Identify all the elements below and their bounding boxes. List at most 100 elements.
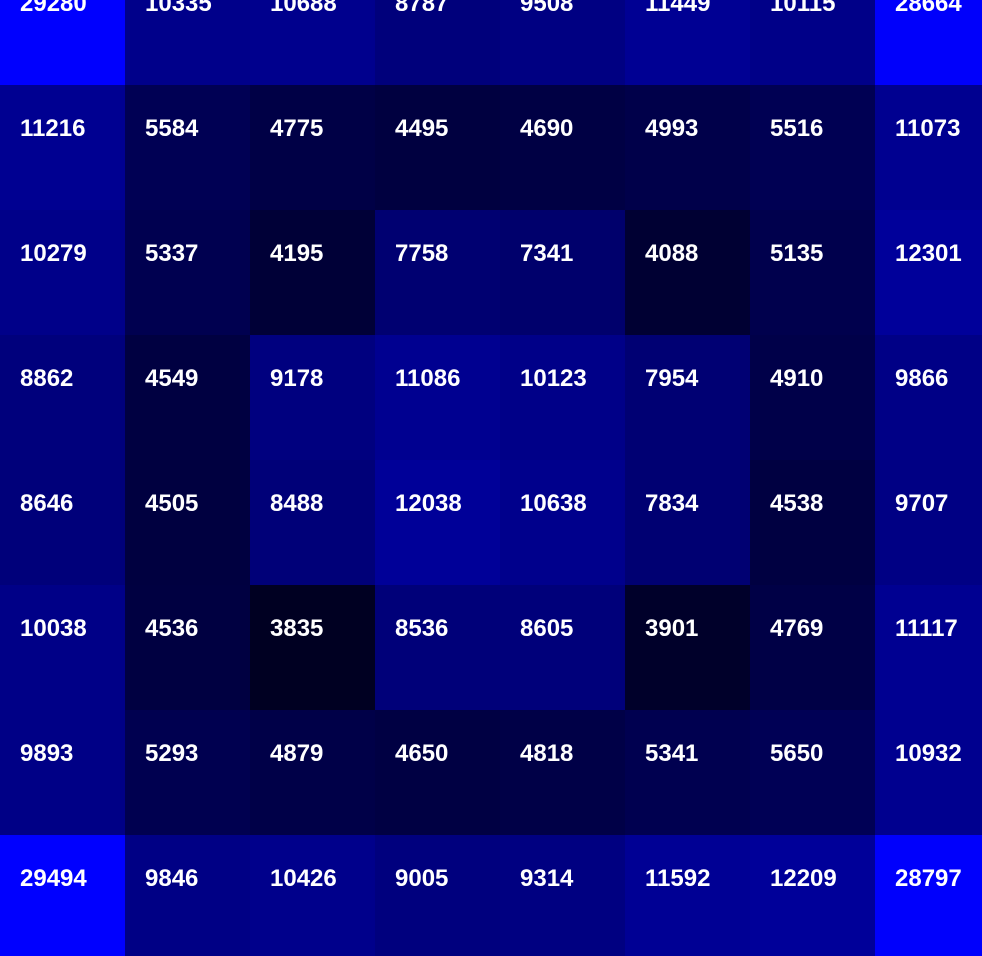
heatmap-cell-r4-c4 — [500, 460, 625, 585]
heatmap-cell-label: 4910 — [770, 365, 823, 392]
heatmap-cell-label: 11117 — [895, 615, 958, 642]
heatmap-cell-r0-c5 — [625, 0, 750, 85]
heatmap-cell-r7-c5 — [625, 835, 750, 956]
heatmap-cell-r0-c7 — [875, 0, 982, 85]
heatmap-cell-label: 5650 — [770, 740, 823, 767]
heatmap-cell-r6-c6 — [750, 710, 875, 835]
heatmap-cell-label: 29494 — [20, 865, 87, 892]
heatmap-cell-label: 11592 — [645, 865, 710, 892]
heatmap-cell-label: 5293 — [145, 740, 198, 767]
heatmap-cell-label: 28797 — [895, 865, 962, 892]
heatmap-cell-r1-c7 — [875, 85, 982, 210]
heatmap-cell-r3-c3 — [375, 335, 500, 460]
heatmap-cell-label: 4549 — [145, 365, 198, 392]
heatmap-cell-label: 29280 — [20, 0, 87, 17]
heatmap-cell-r1-c0 — [0, 85, 125, 210]
heatmap-cell-r5-c3 — [375, 585, 500, 710]
heatmap-cell-r2-c5 — [625, 210, 750, 335]
heatmap-cell-label: 11073 — [895, 115, 960, 142]
heatmap-cell-r7-c3 — [375, 835, 500, 956]
heatmap-cell-r7-c4 — [500, 835, 625, 956]
heatmap-cell-label: 4993 — [645, 115, 698, 142]
heatmap-cell-r1-c3 — [375, 85, 500, 210]
heatmap-cell-label: 4690 — [520, 115, 573, 142]
heatmap-cell-r0-c1 — [125, 0, 250, 85]
heatmap-cell-label: 4769 — [770, 615, 823, 642]
heatmap-cell-r5-c2 — [250, 585, 375, 710]
heatmap-cell-r1-c6 — [750, 85, 875, 210]
heatmap-cell-r6-c1 — [125, 710, 250, 835]
heatmap-cell-r4-c5 — [625, 460, 750, 585]
heatmap-cell-r4-c0 — [0, 460, 125, 585]
heatmap-cell-r7-c2 — [250, 835, 375, 956]
heatmap-cell-label: 4505 — [145, 490, 198, 517]
heatmap-cell-r5-c1 — [125, 585, 250, 710]
heatmap-cell-r7-c7 — [875, 835, 982, 956]
heatmap-cell-r2-c7 — [875, 210, 982, 335]
heatmap-cell-label: 4538 — [770, 490, 823, 517]
heatmap-cell-label: 11086 — [395, 365, 460, 392]
heatmap-cell-r6-c4 — [500, 710, 625, 835]
heatmap-cell-label: 5135 — [770, 240, 823, 267]
heatmap-cell-r3-c7 — [875, 335, 982, 460]
heatmap-cell-label: 5584 — [145, 115, 199, 142]
heatmap-cell-label: 4775 — [270, 115, 323, 142]
heatmap-cell-label: 9866 — [895, 365, 948, 392]
heatmap-cell-r5-c7 — [875, 585, 982, 710]
heatmap-cell-r1-c5 — [625, 85, 750, 210]
heatmap-cell-r3-c0 — [0, 335, 125, 460]
heatmap-cell-label: 7954 — [645, 365, 699, 392]
heatmap-cell-label: 11216 — [20, 115, 85, 142]
heatmap-cell-label: 7758 — [395, 240, 448, 267]
heatmap-cell-label: 10123 — [520, 365, 587, 392]
heatmap-cell-label: 5516 — [770, 115, 823, 142]
heatmap-cell-r3-c1 — [125, 335, 250, 460]
heatmap-cell-r1-c2 — [250, 85, 375, 210]
heatmap-cell-r7-c1 — [125, 835, 250, 956]
heatmap-cell-label: 12038 — [395, 490, 462, 517]
heatmap-cell-r6-c5 — [625, 710, 750, 835]
heatmap-cell-label: 10688 — [270, 0, 337, 17]
heatmap-cell-label: 5337 — [145, 240, 198, 267]
heatmap-cell-r6-c3 — [375, 710, 500, 835]
heatmap-cell-r2-c2 — [250, 210, 375, 335]
heatmap-cell-r3-c6 — [750, 335, 875, 460]
heatmap-cell-r4-c7 — [875, 460, 982, 585]
heatmap-cell-r4-c6 — [750, 460, 875, 585]
heatmap-cell-label: 4818 — [520, 740, 573, 767]
heatmap-cell-r0-c2 — [250, 0, 375, 85]
heatmap-cell-label: 4536 — [145, 615, 198, 642]
heatmap-cell-label: 10638 — [520, 490, 587, 517]
heatmap-cell-label: 4650 — [395, 740, 448, 767]
heatmap-cell-r5-c4 — [500, 585, 625, 710]
heatmap-cell-r6-c0 — [0, 710, 125, 835]
heatmap-cell-label: 4879 — [270, 740, 323, 767]
heatmap-cell-label: 11449 — [645, 0, 710, 17]
heatmap-cell-label: 8862 — [20, 365, 73, 392]
heatmap-cell-r5-c5 — [625, 585, 750, 710]
heatmap-cell-r2-c4 — [500, 210, 625, 335]
heatmap-cell-label: 10932 — [895, 740, 962, 767]
heatmap-cell-r0-c3 — [375, 0, 500, 85]
heatmap-cell-r1-c4 — [500, 85, 625, 210]
heatmap-cell-r4-c1 — [125, 460, 250, 585]
heatmap-cell-label: 10335 — [145, 0, 212, 17]
heatmap-cell-label: 8488 — [270, 490, 323, 517]
heatmap-cell-label: 3835 — [270, 615, 323, 642]
heatmap-cell-label: 7834 — [645, 490, 699, 517]
heatmap-cell-r3-c2 — [250, 335, 375, 460]
heatmap-cell-label: 10426 — [270, 865, 337, 892]
heatmap-cell-label: 28664 — [895, 0, 962, 17]
heatmap-cell-label: 8605 — [520, 615, 573, 642]
heatmap-cell-r2-c3 — [375, 210, 500, 335]
heatmap-cell-r6-c7 — [875, 710, 982, 835]
heatmap-cell-label: 4195 — [270, 240, 323, 267]
heatmap-cell-r7-c6 — [750, 835, 875, 956]
heatmap-cell-r1-c1 — [125, 85, 250, 210]
heatmap-cell-r0-c6 — [750, 0, 875, 85]
heatmap-cell-label: 4495 — [395, 115, 448, 142]
heatmap-cell-r3-c4 — [500, 335, 625, 460]
heatmap-cell-label: 5341 — [645, 740, 698, 767]
heatmap-cell-label: 4088 — [645, 240, 698, 267]
